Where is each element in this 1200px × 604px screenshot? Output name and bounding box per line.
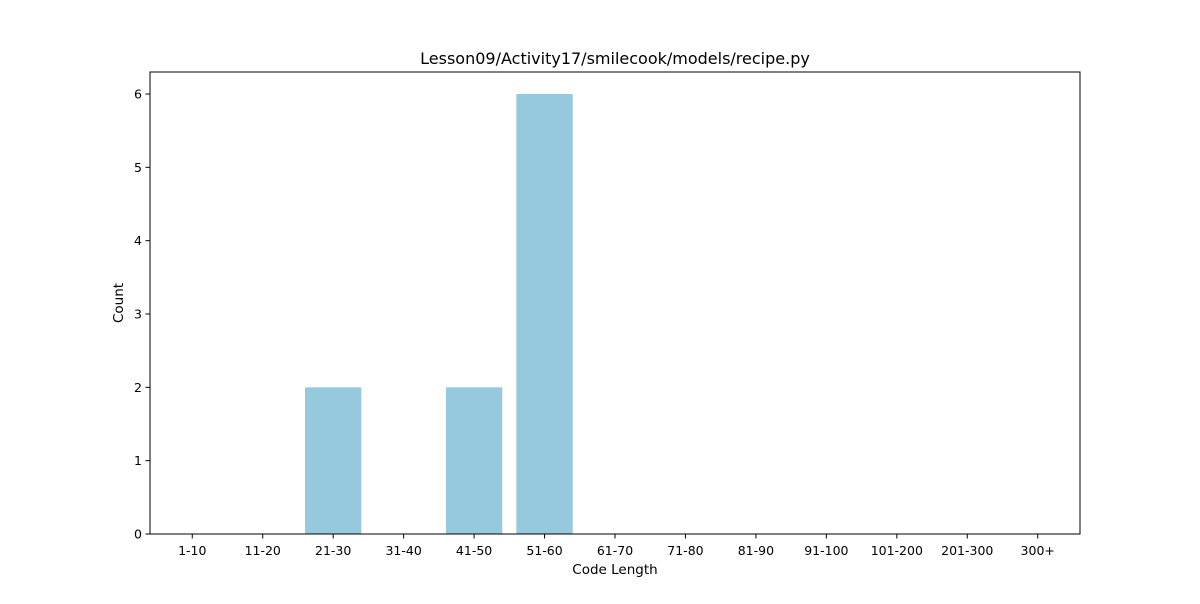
x-tick-label: 81-90 [738,543,774,558]
x-tick-label: 71-80 [667,543,703,558]
y-tick-label: 2 [134,380,142,395]
bar-21-30 [305,387,362,534]
y-axis-label: Count [111,283,127,323]
x-tick-label: 61-70 [597,543,633,558]
x-tick-label: 41-50 [456,543,492,558]
bar-41-50 [445,387,503,534]
x-tick-label: 101-200 [871,543,923,558]
y-tick-label: 0 [134,527,142,542]
x-tick-label: 11-20 [245,543,281,558]
x-tick-label: 201-300 [941,543,993,558]
y-tick-label: 5 [134,160,142,175]
bar-51-60 [516,94,573,534]
x-axis-ticks: 1-10 11-20 21-30 31-40 41-50 51-60 61-70 71-80 8… [178,534,1055,558]
x-tick-label: 91-100 [804,543,848,558]
x-axis-label: Code Length [572,562,657,578]
x-tick-label: 21-30 [315,543,351,558]
y-tick-label: 6 [134,87,142,102]
y-tick-label: 3 [134,307,142,322]
x-tick-label: 1-10 [178,543,206,558]
x-tick-label: 31-40 [385,543,421,558]
plot-frame [149,71,1081,535]
y-axis-ticks: 0 1 2 3 4 5 6 [134,87,150,542]
y-tick-label: 1 [134,453,142,468]
chart-title: Lesson09/Activity17/smilecook/models/rec… [420,49,810,68]
x-tick-label: 300+ [1021,543,1055,558]
bars [305,94,573,534]
x-tick-label: 51-60 [526,543,562,558]
y-tick-label: 4 [134,233,142,248]
plot-area [150,72,1080,534]
